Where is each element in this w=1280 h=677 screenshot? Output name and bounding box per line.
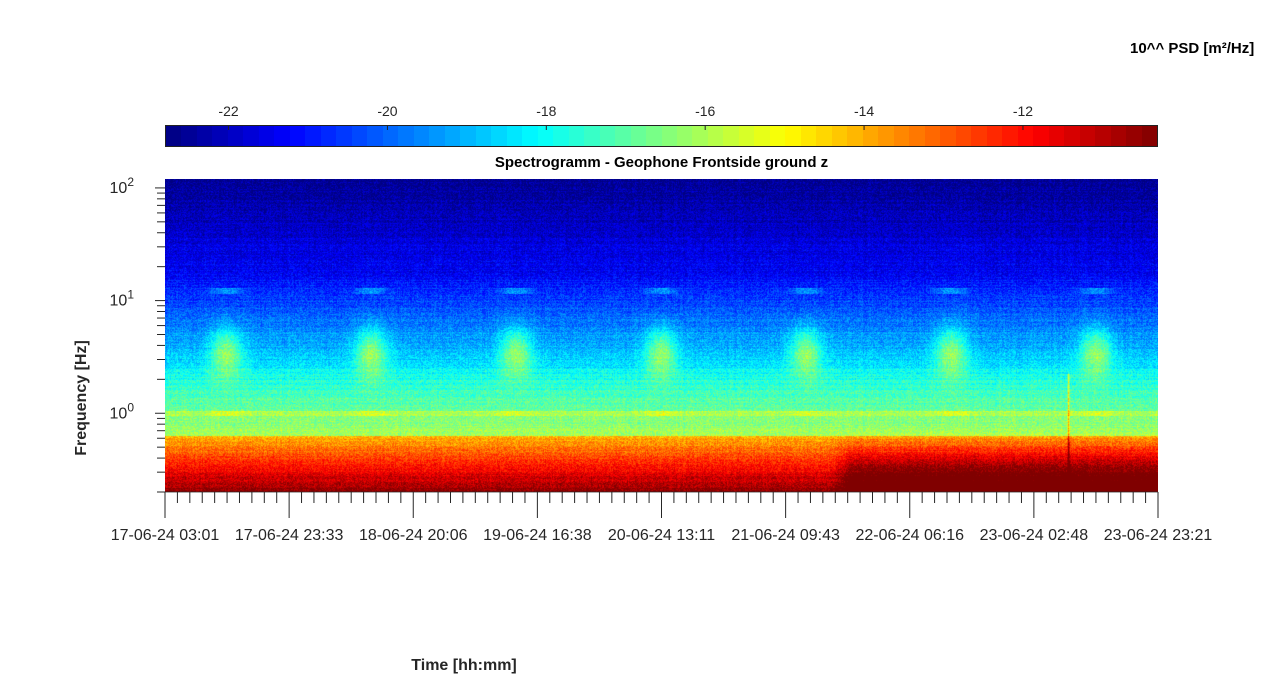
colorbar-tick-label: -20 — [377, 103, 397, 119]
y-tick-label: 101 — [110, 288, 135, 310]
colorbar-tick-label: -16 — [695, 103, 715, 119]
y-tick-label: 100 — [110, 400, 135, 422]
colorbar-tick-label: -22 — [218, 103, 238, 119]
x-tick-label: 20-06-24 13:11 — [608, 527, 715, 544]
colorbar-tick-label: -14 — [854, 103, 874, 119]
x-tick-label: 19-06-24 16:38 — [483, 527, 592, 544]
chart-title: Spectrogramm - Geophone Frontside ground… — [494, 154, 829, 171]
y-axis-label: Frequency [Hz] — [73, 340, 90, 456]
spectrogram-plot-area — [165, 179, 1158, 492]
x-tick-label: 23-06-24 23:21 — [1104, 527, 1213, 544]
x-tick-label: 17-06-24 03:01 — [111, 527, 220, 544]
x-tick-label: 22-06-24 06:16 — [855, 527, 964, 544]
x-tick-label: 23-06-24 02:48 — [980, 527, 1089, 544]
x-axis-label: Time [hh:mm] — [411, 657, 517, 674]
y-tick-label: 102 — [110, 175, 135, 197]
x-tick-label: 21-06-24 09:43 — [731, 527, 840, 544]
colorbar-tick-label: -18 — [536, 103, 556, 119]
colorbar-tick-label: -12 — [1013, 103, 1033, 119]
colorbar — [165, 125, 1158, 147]
colorbar-label: 10^^ PSD [m²/Hz] — [1130, 40, 1255, 57]
x-tick-label: 17-06-24 23:33 — [235, 527, 344, 544]
x-tick-label: 18-06-24 20:06 — [359, 527, 468, 544]
